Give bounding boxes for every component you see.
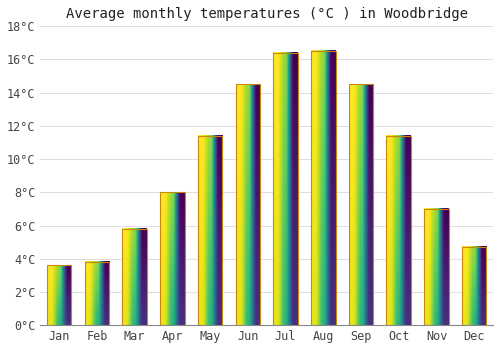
Bar [236,84,260,325]
Bar [274,53,298,325]
Bar [84,262,109,325]
Bar [348,84,374,325]
Bar [198,136,222,325]
Bar [386,136,411,325]
Title: Average monthly temperatures (°C ) in Woodbridge: Average monthly temperatures (°C ) in Wo… [66,7,468,21]
Bar [424,209,448,325]
Bar [311,51,336,325]
Bar [160,193,184,325]
Bar [122,229,147,325]
Bar [47,265,72,325]
Bar [462,247,486,325]
